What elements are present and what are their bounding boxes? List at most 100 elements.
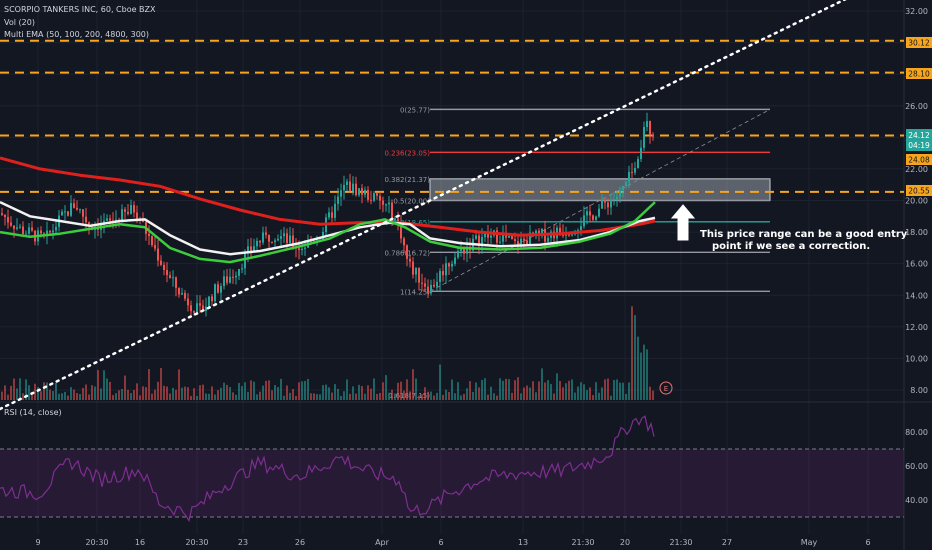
candle-body: [280, 236, 282, 239]
volume-bar: [235, 394, 237, 400]
candle-body: [256, 240, 258, 247]
earnings-marker-icon[interactable]: [659, 381, 673, 395]
volume-bar: [250, 380, 252, 400]
volume-bar: [364, 393, 366, 400]
candle-body: [160, 260, 162, 265]
candle-body: [229, 276, 231, 283]
volume-bar: [172, 387, 174, 400]
volume-bar: [181, 387, 183, 400]
volume-bar: [220, 387, 222, 400]
annotation-arrow[interactable]: [670, 204, 696, 241]
volume-bar: [367, 385, 369, 400]
candle-body: [202, 305, 204, 311]
time-tick-label: 26: [295, 538, 305, 547]
volume-bar: [148, 369, 150, 400]
candle-body: [127, 211, 129, 214]
volume-bar: [565, 383, 567, 400]
volume-bar: [283, 395, 285, 400]
candle-body: [148, 233, 150, 237]
candle-body: [232, 276, 234, 278]
candle-body: [334, 203, 336, 218]
candle-body: [577, 230, 579, 232]
candle-body: [346, 181, 348, 185]
candle-body: [106, 218, 108, 221]
price-tick-label: 22.00: [905, 165, 928, 174]
candle-body: [355, 183, 357, 196]
volume-bar: [475, 382, 477, 400]
volume-bar: [16, 388, 18, 400]
fibonacci-retracement[interactable]: 0(25.77) 0.236(23.05) 0.382(21.37) 0.5(20.0…: [384, 106, 771, 400]
candle-body: [619, 189, 621, 197]
volume-bar: [520, 393, 522, 400]
volume-bar: [379, 392, 381, 400]
trendline[interactable]: [0, 0, 870, 411]
candle-body: [604, 200, 606, 203]
price-tag-24-08[interactable]: 24.08: [906, 154, 932, 165]
candle-body: [583, 215, 585, 227]
ema-red-line: [0, 156, 656, 237]
volume-bar: [28, 385, 30, 400]
volume-bar: [280, 378, 282, 400]
candle-body: [49, 230, 51, 233]
volume-bar: [601, 387, 603, 400]
volume-bar: [451, 379, 453, 400]
time-tick-label: 9: [35, 538, 40, 547]
candle-body: [499, 241, 501, 243]
price-tag-bg: [906, 185, 932, 196]
volume-bar: [76, 393, 78, 400]
candle-body: [586, 211, 588, 216]
time-tick-label: May: [801, 538, 818, 547]
candle-body: [121, 209, 123, 223]
volume-bar: [409, 391, 411, 400]
candle-body: [370, 199, 372, 201]
candle-body: [421, 282, 423, 284]
volume-bar: [622, 382, 624, 400]
candle-body: [142, 220, 144, 222]
price-tag-28-10[interactable]: 28.10: [906, 68, 932, 79]
candle-body: [463, 248, 465, 254]
candle-body: [385, 204, 387, 206]
volume-bar: [442, 394, 444, 400]
candle-body: [136, 212, 138, 219]
candle-body: [124, 209, 126, 212]
candle-body: [403, 238, 405, 246]
candle-body: [262, 232, 264, 243]
price-tick-label: 26.00: [905, 102, 928, 111]
ema-legend[interactable]: Multi EMA (50, 100, 200, 4800, 300): [4, 30, 149, 39]
price-tag-20-55[interactable]: 20.55: [906, 185, 932, 196]
fib-level-label: 0(25.77): [400, 106, 430, 114]
volume-bar: [307, 378, 309, 400]
candle-body: [4, 214, 6, 217]
horizontal-levels[interactable]: [0, 39, 904, 193]
volume-legend[interactable]: Vol (20): [4, 18, 35, 27]
time-tick-label: 6: [865, 538, 870, 547]
volume-bar: [604, 379, 606, 400]
symbol-legend[interactable]: SCORPIO TANKERS INC, 60, Cboe BZX: [4, 5, 156, 14]
volume-bar: [574, 392, 576, 400]
last-price-tag[interactable]: 24.12 04:19: [906, 129, 932, 151]
candle-body: [259, 240, 261, 243]
volume-bar: [652, 390, 654, 400]
volume-bar: [382, 382, 384, 400]
volume-bar: [130, 393, 132, 400]
volume-bar: [289, 392, 291, 400]
volume-bar: [256, 394, 258, 400]
time-axis[interactable]: 9 20:30 16 20:30 23 26 Apr 6 13 21:30 20 21:30 27 May…: [35, 538, 870, 547]
candle-body: [613, 199, 615, 201]
up-arrow-icon: [670, 204, 696, 241]
candle-body: [73, 203, 75, 208]
time-tick-label: 27: [722, 538, 732, 547]
price-tag-30-12[interactable]: 30.12: [906, 37, 932, 48]
rsi-legend[interactable]: RSI (14, close): [4, 408, 62, 417]
candle-body: [130, 205, 132, 214]
candle-body: [649, 120, 651, 135]
price-tick-label: 16.00: [905, 260, 928, 269]
volume-bar: [550, 384, 552, 400]
volume-bar: [331, 392, 333, 400]
candle-body: [331, 212, 333, 218]
candle-body: [205, 306, 207, 311]
volume-bar: [79, 394, 81, 400]
volume-bar: [115, 393, 117, 400]
rsi-tick-label: 60.00: [905, 462, 928, 471]
